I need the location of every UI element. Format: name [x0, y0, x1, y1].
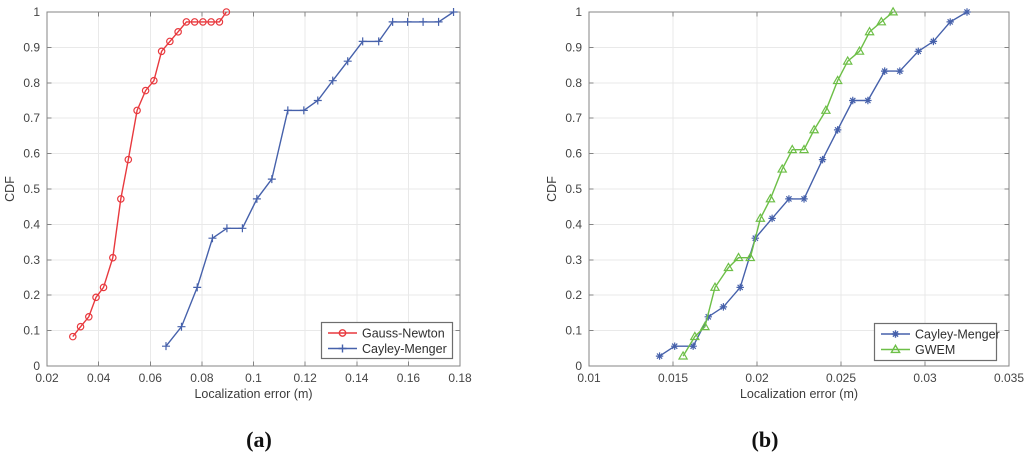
legend-label: Gauss-Newton	[362, 327, 445, 341]
legend-sample-gwem	[881, 343, 910, 354]
legend-label: Cayley-Menger	[915, 328, 1000, 342]
x-tick-label: 0.16	[397, 371, 421, 385]
legend-sample-cayley-menger	[328, 344, 357, 353]
series-line-cayley-menger	[659, 11, 968, 357]
x-axis-label: Localization error (m)	[740, 387, 858, 401]
x-tick-label: 0.03	[913, 371, 937, 385]
y-tick-label: 0	[575, 359, 582, 373]
y-tick-label: 1	[575, 5, 582, 19]
cdf-plot-b: 0.01 0.015 0.02 0.025 0.03 0.035 0 0.1 0.2 0.3 0.4…	[545, 5, 1024, 401]
y-tick-label: 0.1	[565, 324, 582, 338]
series-gauss-newton	[69, 8, 231, 341]
series-markers-gwem	[677, 6, 899, 360]
x-tick-label: 0.14	[345, 371, 369, 385]
y-tick-label: 0.8	[565, 76, 582, 90]
y-tick-label: 0.5	[23, 182, 40, 196]
x-tick-label: 0.015	[658, 371, 688, 385]
x-tick-label: 0.01	[577, 371, 601, 385]
y-tick-label: 0.1	[23, 324, 40, 338]
y-tick-label: 0.3	[23, 253, 40, 267]
y-tick-label: 0.9	[23, 40, 40, 54]
x-tick-label: 0.035	[994, 371, 1024, 385]
legend-sample-cayley-menger	[881, 330, 910, 338]
subfigure-caption-a: (a)	[246, 427, 272, 452]
y-tick-label: 0.2	[565, 288, 582, 302]
subfigure-caption-b: (b)	[751, 427, 779, 452]
series-markers-cayley-menger	[655, 8, 971, 360]
series-line-cayley-menger	[165, 11, 454, 347]
x-axis-label: Localization error (m)	[194, 387, 312, 401]
cdf-plot-a: 0.02 0.04 0.06 0.08 0.1 0.12 0.14 0.16 0.18 0 0.1 0…	[3, 5, 472, 401]
x-tick-label: 0.06	[139, 371, 163, 385]
y-tick-label: 0.8	[23, 76, 40, 90]
y-tick-label: 0	[33, 359, 40, 373]
x-tick-label: 0.025	[826, 371, 856, 385]
y-tick-label: 0.9	[565, 40, 582, 54]
legend-label: Cayley-Menger	[362, 342, 447, 356]
y-tick-label: 1	[33, 5, 40, 19]
y-tick-label: 0.6	[565, 147, 582, 161]
y-tick-label: 0.7	[565, 111, 582, 125]
x-tick-label: 0.04	[87, 371, 111, 385]
y-axis-label: CDF	[3, 176, 17, 202]
series-cayley-menger	[655, 8, 971, 360]
y-tick-label: 0.7	[23, 111, 40, 125]
grid-lines	[589, 12, 1009, 366]
tick-marks	[46, 11, 461, 367]
x-tick-label: 0.1	[245, 371, 262, 385]
x-tick-label: 0.18	[448, 371, 472, 385]
y-axis-label: CDF	[545, 176, 559, 202]
tick-marks	[588, 11, 1010, 367]
grid-lines	[47, 12, 460, 366]
x-tick-label: 0.02	[745, 371, 769, 385]
y-tick-label: 0.6	[23, 147, 40, 161]
y-tick-label: 0.4	[565, 217, 582, 231]
y-tick-label: 0.2	[23, 288, 40, 302]
x-tick-label: 0.08	[190, 371, 214, 385]
series-line-gauss-newton	[72, 11, 227, 338]
series-gwem	[677, 6, 899, 360]
x-tick-label: 0.12	[293, 371, 317, 385]
series-line-gwem	[682, 11, 894, 357]
series-markers-cayley-menger	[161, 8, 458, 351]
y-tick-label: 0.5	[565, 182, 582, 196]
series-markers-gauss-newton	[69, 8, 231, 341]
legend-box	[320, 321, 454, 360]
x-tick-label: 0.02	[35, 371, 59, 385]
legend-box	[873, 322, 998, 362]
legend-label: GWEM	[915, 343, 955, 357]
series-cayley-menger	[161, 8, 458, 351]
y-tick-label: 0.3	[565, 253, 582, 267]
y-tick-label: 0.4	[23, 217, 40, 231]
legend-sample-gauss-newton	[328, 329, 357, 337]
